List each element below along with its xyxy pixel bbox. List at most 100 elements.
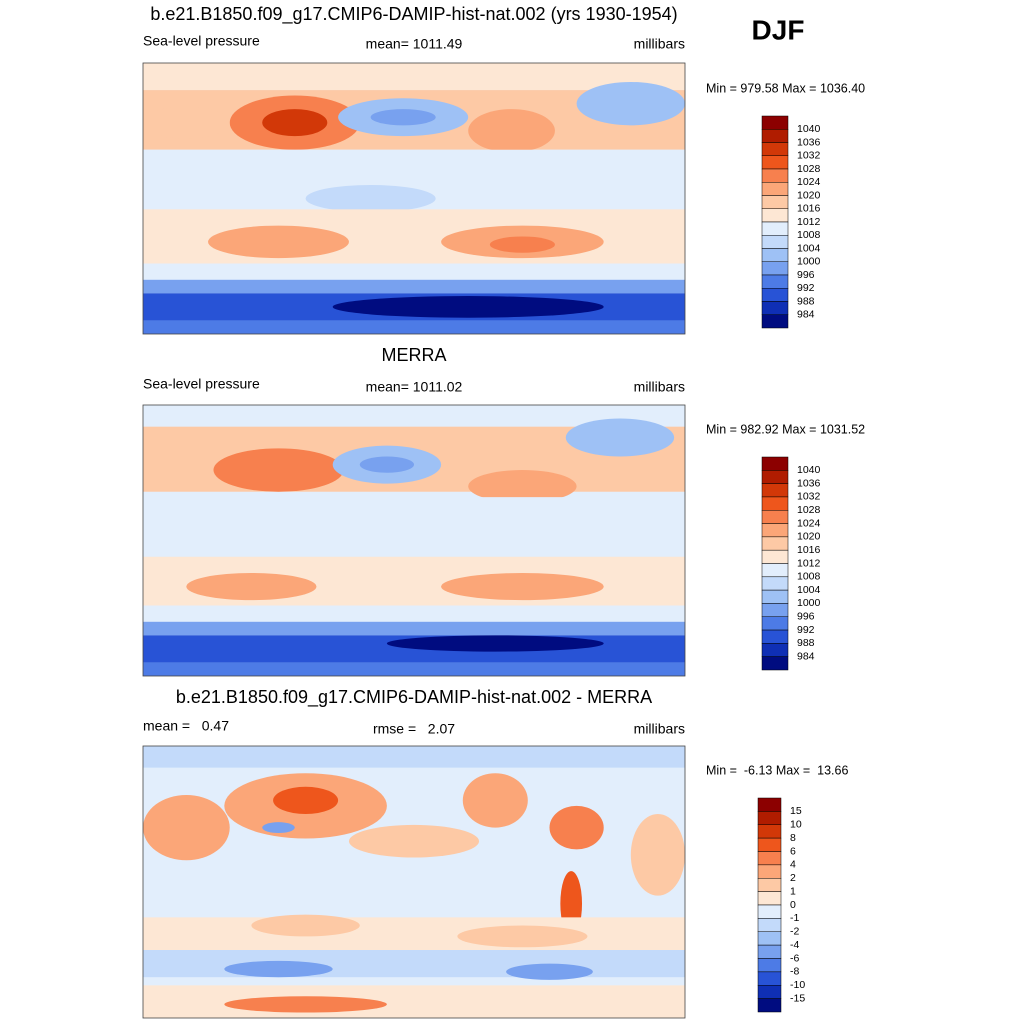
field-band (143, 985, 685, 1018)
panel-title: b.e21.B1850.f09_g17.CMIP6-DAMIP-hist-nat… (176, 687, 652, 708)
colorbar-label: 984 (797, 650, 815, 662)
field-blob (143, 794, 230, 861)
map-frame (142, 745, 686, 1019)
colorbar-label: 984 (797, 309, 815, 321)
colorbar-swatch (761, 470, 789, 484)
colorbar-swatch (761, 301, 789, 315)
colorbar-swatch (761, 576, 789, 591)
colorbar-swatch (757, 797, 782, 812)
colorbar-swatch (761, 629, 789, 644)
field-blob (224, 996, 387, 1013)
colorbar-label: 1000 (797, 597, 821, 609)
colorbar-swatch (761, 656, 789, 671)
field-blob (441, 573, 604, 601)
colorbar-swatch (757, 931, 782, 946)
colorbar-label: 988 (797, 637, 815, 649)
colorbar-swatch (761, 208, 789, 223)
colorbar-swatch (761, 549, 789, 564)
field-blob (348, 824, 480, 858)
field-blob (359, 456, 414, 473)
colorbar-swatch (761, 456, 789, 471)
colorbar-label: 1020 (797, 531, 821, 543)
colorbar-label: -1 (790, 912, 799, 924)
colorbar-label: 1032 (797, 491, 821, 503)
field-blob (305, 184, 436, 213)
field-blob (213, 448, 344, 492)
colorbar-swatch (761, 182, 789, 196)
colorbar-swatch (761, 195, 789, 209)
colorbar-label: 996 (797, 611, 815, 623)
field-band (143, 63, 685, 91)
colorbar-swatch (761, 314, 789, 329)
colorbar-label: 1012 (797, 557, 821, 569)
field-blob (506, 963, 593, 980)
min-max-label: Min = -6.13 Max = 13.66 (706, 763, 848, 777)
colorbar-label: 10 (790, 819, 802, 831)
colorbar-swatch (761, 221, 789, 236)
map-frame (142, 62, 686, 335)
colorbar-label: 1028 (797, 504, 821, 516)
colorbar-label: 1 (790, 885, 796, 897)
field-blob (489, 236, 555, 253)
colorbar-swatch (757, 824, 782, 839)
colorbar-swatch (761, 261, 789, 276)
colorbar-label: 1036 (797, 477, 821, 489)
season-label: DJF (752, 14, 805, 45)
colorbar-label: 1016 (797, 544, 821, 556)
field-band (143, 320, 685, 334)
field-band (143, 279, 685, 294)
colorbar-swatch (757, 918, 782, 932)
colorbar-label: 1024 (797, 517, 821, 529)
field-blob (549, 805, 604, 850)
colorbar-swatch (757, 958, 782, 973)
colorbar-swatch (761, 235, 789, 249)
min-max-label: Min = 982.92 Max = 1031.52 (706, 422, 865, 436)
center-label: mean= 1011.49 (366, 36, 463, 52)
field-blob (262, 822, 295, 834)
colorbar-label: -8 (790, 966, 799, 978)
colorbar-label: 8 (790, 832, 796, 844)
colorbar-label: 1000 (797, 256, 821, 268)
colorbar-label: 988 (797, 295, 815, 307)
colorbar-swatch (761, 510, 789, 524)
colorbar-label: 0 (790, 899, 796, 911)
field-blob (208, 225, 349, 259)
colorbar-label: 1008 (797, 571, 821, 583)
colorbar-label: 1020 (797, 189, 821, 201)
colorbar-label: -2 (790, 926, 799, 938)
colorbar-label: -10 (790, 979, 805, 991)
colorbar-label: 2 (790, 872, 796, 884)
colorbar-swatch (761, 536, 789, 551)
field-band (143, 950, 685, 978)
units-label: millibars (634, 379, 685, 395)
colorbar-swatch (761, 483, 789, 498)
units-label: millibars (634, 36, 685, 52)
left-label: mean = 0.47 (143, 718, 229, 734)
map (143, 405, 685, 676)
colorbar-swatch (761, 563, 789, 578)
colorbar-swatch (761, 616, 789, 631)
field-blob (468, 470, 577, 503)
colorbar-swatch (757, 811, 782, 825)
field-blob (143, 106, 230, 139)
field-blob (332, 296, 604, 318)
field-band (143, 746, 685, 768)
field-blob (273, 786, 339, 815)
field-blob (630, 814, 685, 896)
colorbar-label: 1028 (797, 163, 821, 175)
colorbar-swatch (757, 985, 782, 999)
colorbar-label: 992 (797, 624, 815, 636)
field-blob (186, 573, 317, 601)
colorbar-label: -6 (790, 952, 799, 964)
colorbar-swatch (761, 155, 789, 170)
colorbar-swatch (757, 998, 782, 1013)
field-blob (251, 914, 360, 937)
field-band (143, 621, 685, 636)
field-blob (468, 109, 555, 153)
field-blob (262, 109, 328, 137)
map (143, 746, 685, 1018)
colorbar-swatch (757, 891, 782, 906)
colorbar-swatch (757, 971, 782, 986)
colorbar-swatch (761, 115, 789, 130)
